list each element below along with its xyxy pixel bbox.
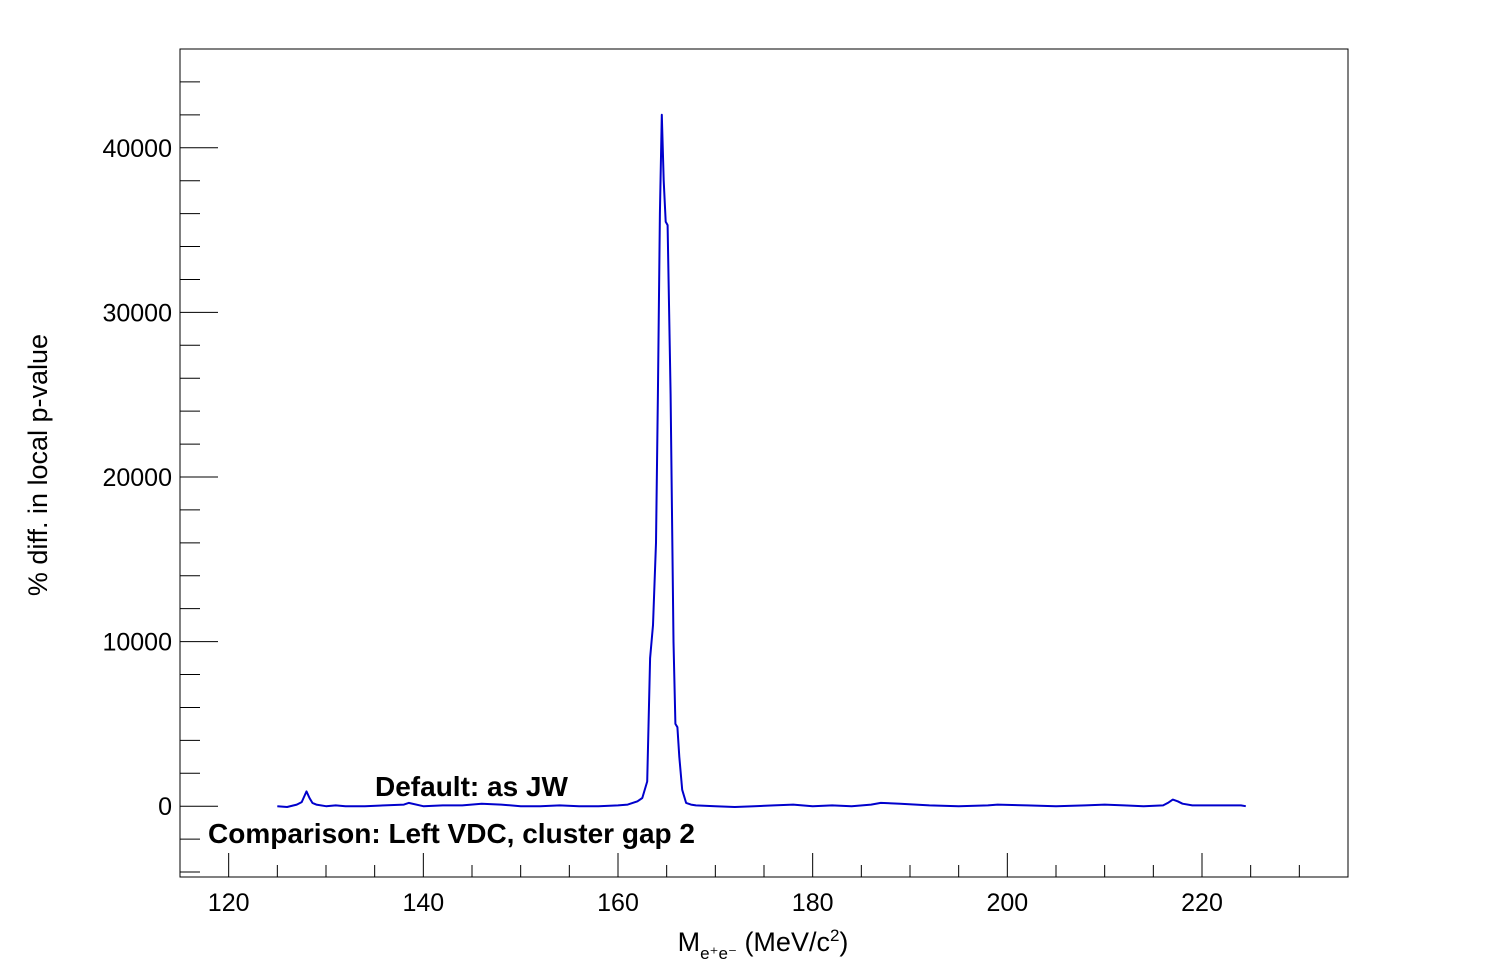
x-tick-label: 140 — [402, 889, 444, 917]
x-axis-title: Me⁺e⁻ (MeV/c2) — [678, 926, 849, 963]
x-axis-title-close: ) — [839, 927, 848, 957]
annotation-comparison: Comparison: Left VDC, cluster gap 2 — [208, 818, 695, 849]
x-axis: 120 140 160 180 200 220 — [179, 853, 1349, 917]
x-axis-title-main: M — [678, 927, 701, 957]
plot-frame — [179, 48, 1349, 878]
x-tick-label: 120 — [208, 889, 250, 917]
series-line — [277, 113, 1246, 808]
y-tick-label: 0 — [158, 793, 172, 821]
y-tick-label: 40000 — [102, 135, 172, 163]
x-axis-title-sup: 2 — [830, 926, 839, 945]
y-tick-label: 10000 — [102, 629, 172, 657]
x-tick-label: 220 — [1181, 889, 1223, 917]
y-tick-label: 30000 — [102, 299, 172, 327]
x-tick-label: 160 — [597, 889, 639, 917]
x-axis-title-unit: (MeV/c — [737, 927, 830, 957]
annotation-default: Default: as JW — [375, 771, 568, 802]
x-tick-label: 200 — [986, 889, 1028, 917]
y-axis-title: % diff. in local p-value — [23, 334, 53, 596]
y-axis: 0 10000 20000 30000 40000 — [102, 48, 218, 873]
x-tick-label: 180 — [792, 889, 834, 917]
y-tick-label: 20000 — [102, 464, 172, 492]
x-axis-title-sub: e⁺e⁻ — [700, 944, 737, 963]
series-layer — [277, 113, 1246, 808]
